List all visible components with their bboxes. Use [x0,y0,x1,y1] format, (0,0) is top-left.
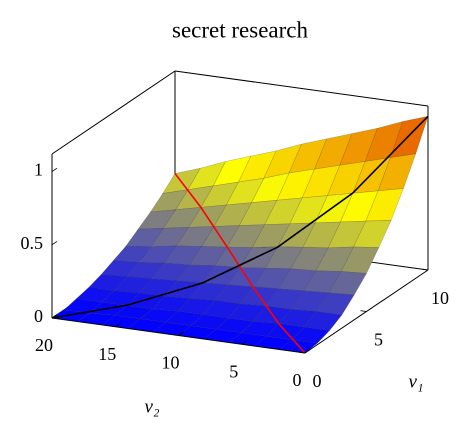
x-tick-label: 0 [293,370,302,390]
surface-patch [365,188,404,222]
surface-patch [251,223,291,248]
y-tick [422,268,429,271]
x-tick [304,349,311,354]
surface-patch [200,181,240,208]
x-tick-label: 5 [229,361,238,381]
x-tick [115,323,121,328]
axis-box [174,70,429,107]
surface-patch [238,199,278,226]
z-tick-label: 1 [34,160,43,180]
surface-patch [163,245,203,266]
surface-patch [240,321,280,337]
surface-patch [215,317,255,333]
surface-patch [301,164,341,199]
x-tick [178,331,184,336]
x-tick-label: 15 [98,344,116,364]
x-tick [241,340,247,345]
surface-patch [265,288,305,310]
y-tick [299,351,306,354]
surface-patch [328,271,367,296]
surface-patch [303,270,342,294]
surface-patch [137,209,177,230]
x-axis-label: v₂ [144,396,159,417]
z-tick [51,241,58,246]
surface-patch [291,326,331,344]
surface-patch [315,246,354,272]
surface-patch [340,246,380,274]
y-tick-label: 5 [374,330,383,350]
surface-patch [139,308,179,323]
surface-patch [101,290,141,306]
y-tick-label: 10 [431,288,449,308]
chart-title: secret research [172,17,308,42]
surface-patch [149,189,189,213]
surface-patch [164,310,204,326]
x-tick [51,314,58,319]
x-tick-label: 10 [162,353,180,373]
surface-patch [162,207,202,229]
surface-patch [303,311,343,331]
z-tick-label: 0.5 [21,233,44,253]
x-tick-label: 20 [35,335,53,355]
surface-patch [290,290,330,312]
y-tick [360,310,367,312]
surface-patch [252,267,292,290]
surface-patch [112,245,152,263]
surface-patch [150,227,190,248]
z-tick-label: 0 [34,306,43,326]
surface-line [51,115,429,319]
surface-patch [225,177,265,206]
surface-patch [302,221,341,249]
y-axis-label: v₁ [408,371,423,392]
y-tick-label: 0 [313,371,322,391]
axis-box [51,70,176,155]
z-tick [51,167,58,172]
surface-patch [316,292,355,316]
surface-line [174,173,306,354]
surface-patch [377,153,417,192]
surface-patch [327,220,367,249]
